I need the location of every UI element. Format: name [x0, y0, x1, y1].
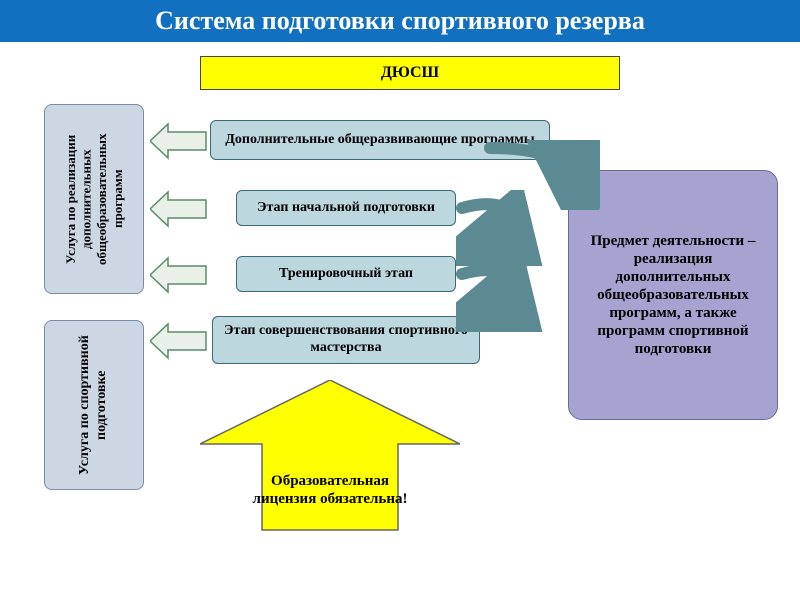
- left-service-bot-text: Услуга по спортивной подготовке: [77, 325, 111, 485]
- left-service-bot: Услуга по спортивной подготовке: [44, 320, 144, 490]
- arrow-left-3: [150, 256, 208, 294]
- title-text: Система подготовки спортивного резерва: [155, 5, 645, 36]
- stage-3: Тренировочный этап: [236, 256, 456, 292]
- stage-3-text: Тренировочный этап: [279, 266, 413, 283]
- header-text: ДЮСШ: [381, 63, 439, 82]
- purple-subject-text: Предмет деятельности – реализация дополн…: [583, 232, 763, 358]
- license-text-box: Образовательная лицензия обязательна!: [240, 460, 420, 520]
- arrow-left-1: [150, 122, 208, 160]
- arrow-left-2: [150, 190, 208, 228]
- arrow-left-4: [150, 322, 208, 360]
- stage-2-text: Этап начальной подготовки: [257, 200, 435, 217]
- stage-2: Этап начальной подготовки: [236, 190, 456, 226]
- curved-arrow-2: [456, 190, 546, 266]
- license-text: Образовательная лицензия обязательна!: [246, 472, 414, 508]
- header-box: ДЮСШ: [200, 56, 620, 90]
- left-service-top-text: Услуга по реализации дополнительных обще…: [63, 109, 125, 289]
- stage-4-text: Этап совершенствования спортивного масте…: [219, 323, 473, 357]
- curved-arrow-3: [456, 256, 546, 332]
- left-service-top: Услуга по реализации дополнительных обще…: [44, 104, 144, 294]
- stage-4: Этап совершенствования спортивного масте…: [212, 316, 480, 364]
- title-bar: Система подготовки спортивного резерва: [0, 0, 800, 42]
